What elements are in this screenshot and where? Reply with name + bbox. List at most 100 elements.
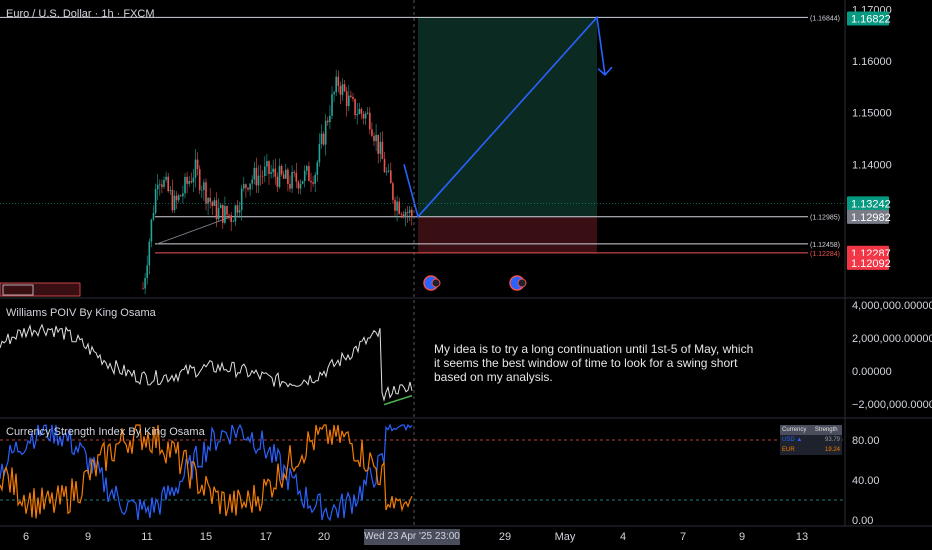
candle [169, 189, 172, 192]
candle [345, 91, 348, 107]
candle [190, 181, 193, 183]
candle [383, 158, 386, 173]
candle [377, 134, 379, 154]
candle [310, 180, 312, 183]
candle [203, 182, 205, 191]
x-tick-label: 13 [795, 531, 809, 543]
candle [362, 113, 365, 119]
candle [245, 184, 247, 188]
candle [295, 172, 298, 182]
candle [159, 184, 161, 185]
projection-line [403, 15, 606, 219]
candle [398, 201, 400, 214]
trade-zones [0, 17, 597, 297]
candle [276, 176, 279, 187]
candle [186, 176, 188, 184]
candle [402, 214, 405, 218]
candle [390, 170, 392, 184]
candle [369, 112, 371, 130]
currency-strength-table: Currency Strength USD ▲ 93.79 EUR 19.24 [780, 425, 842, 455]
candle [270, 172, 272, 174]
candle [339, 85, 342, 95]
candle [348, 95, 350, 107]
candle [358, 108, 361, 114]
table-cell: EUR [782, 447, 795, 453]
x-tick-label: 17 [259, 531, 273, 543]
candle [356, 113, 358, 116]
table-cell: 19.24 [824, 447, 840, 453]
candle [148, 241, 151, 266]
williams-tick-label: 2,000,000.00000 [852, 333, 932, 345]
candle [331, 94, 333, 116]
price-tick-label: 1.16000 [852, 56, 892, 68]
candle [255, 167, 258, 186]
candle [371, 129, 373, 136]
candle [333, 92, 335, 95]
candle [289, 183, 291, 189]
csi-tick-label: 0.00 [852, 515, 873, 527]
candle [171, 189, 174, 211]
candle [297, 181, 300, 189]
x-tick-label: 15 [199, 531, 213, 543]
candle [327, 120, 329, 123]
price-badge-label: 1.13242 [851, 198, 891, 210]
candle [266, 161, 268, 167]
event-flag-icon [431, 278, 441, 288]
candle [180, 195, 182, 197]
candle [236, 205, 239, 213]
price-axis: 1.140001.150001.160001.170004,000,000.00… [852, 4, 932, 527]
candle [320, 133, 323, 145]
candle [224, 206, 226, 223]
csi-tick-label: 40.00 [852, 475, 880, 487]
candle [259, 175, 262, 177]
range-box [0, 282, 81, 297]
candle [274, 168, 277, 177]
candle [253, 167, 256, 180]
candle [364, 113, 367, 119]
williams-pane [0, 323, 413, 406]
x-tick-label: 9 [738, 531, 746, 543]
candle [249, 183, 251, 190]
candle [373, 135, 375, 142]
candle [234, 205, 237, 222]
candle [278, 166, 281, 187]
candle [238, 210, 241, 213]
candle [316, 162, 319, 175]
candle [198, 169, 201, 191]
price-badge-label: 1.12982 [851, 212, 891, 224]
candle [264, 166, 266, 177]
candle [251, 179, 253, 184]
csi-usd-line [0, 423, 413, 522]
x-tick-label: May [554, 531, 576, 543]
candle [303, 170, 306, 182]
table-header: Strength [814, 427, 838, 433]
range-box-inner [2, 284, 34, 296]
analysis-note: My idea is to try a long continuation un… [434, 342, 754, 384]
candle [152, 213, 155, 220]
candle [280, 166, 283, 175]
candle [392, 183, 394, 200]
candle [196, 159, 199, 170]
candle [209, 197, 211, 202]
projection-path [403, 15, 613, 291]
x-tick-label: 9 [84, 531, 92, 543]
chart-title: Euro / U.S. Dollar · 1h · FXCM [6, 8, 155, 20]
candle [184, 176, 186, 194]
candle [381, 141, 384, 159]
candle [213, 200, 216, 206]
grid [0, 0, 932, 527]
price-badge [847, 11, 889, 26]
candle [404, 212, 407, 218]
candle [142, 288, 144, 289]
candle [285, 169, 287, 179]
candle [228, 214, 230, 216]
candle [312, 182, 314, 184]
candle [308, 166, 310, 181]
candle [188, 181, 190, 184]
price-line-label: (1.12985) [810, 215, 840, 222]
candle [215, 200, 218, 220]
x-tick-label: 6 [22, 531, 30, 543]
candle [366, 112, 369, 114]
